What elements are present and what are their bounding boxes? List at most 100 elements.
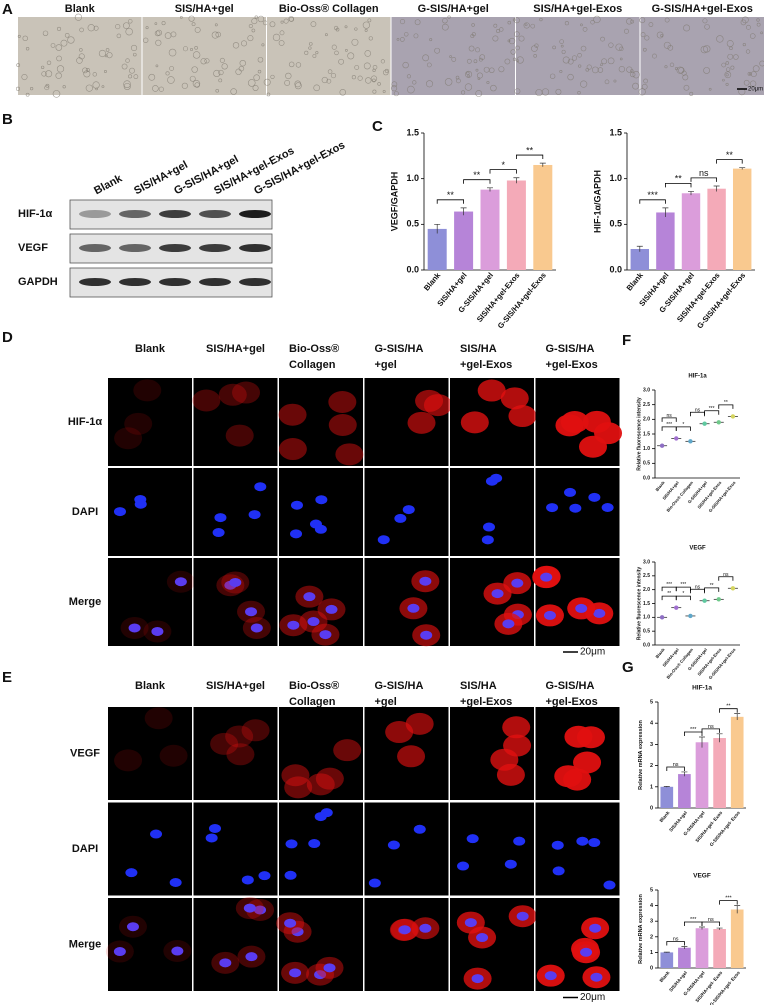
cell — [425, 80, 434, 88]
cell — [331, 44, 337, 50]
cell — [746, 24, 751, 30]
cytoplasm — [241, 719, 270, 742]
panel-letter: G — [622, 659, 634, 676]
nucleus — [125, 868, 138, 878]
error-bar — [734, 713, 741, 721]
error-bar — [699, 736, 705, 748]
cytoplasm — [124, 412, 153, 435]
cell — [56, 26, 62, 31]
cell — [283, 18, 289, 24]
cell — [345, 48, 348, 52]
dot — [716, 420, 721, 425]
cell — [180, 16, 183, 19]
cell — [143, 37, 149, 43]
bar — [713, 929, 726, 968]
group-label: G-SIS/HA+gel-Exos — [652, 3, 753, 15]
cell — [55, 72, 62, 79]
cell — [499, 27, 504, 32]
nucleus — [307, 617, 320, 627]
lane-label: Blank — [92, 172, 125, 197]
micrograph — [108, 707, 192, 800]
cell — [308, 42, 313, 46]
cell — [745, 49, 751, 54]
significance-bracket — [639, 199, 666, 204]
nucleus — [245, 952, 258, 962]
cell — [101, 85, 105, 89]
nucleus — [214, 513, 227, 523]
significance-label: ns — [708, 724, 714, 730]
cell — [251, 18, 258, 25]
cell — [92, 72, 97, 77]
cytoplasm — [407, 411, 436, 434]
cell — [390, 85, 398, 92]
y-tick-label: 0.5 — [643, 461, 650, 467]
cell — [321, 76, 328, 84]
cell — [165, 71, 170, 76]
micrograph — [391, 17, 515, 95]
bar — [681, 193, 701, 270]
cell — [45, 70, 53, 78]
nucleus — [504, 859, 517, 869]
row-label: VEGF — [70, 747, 100, 759]
band — [79, 278, 111, 286]
cell — [604, 79, 610, 85]
cell — [64, 32, 70, 38]
cell — [204, 58, 210, 64]
nucleus — [471, 974, 484, 984]
cell — [145, 26, 149, 30]
scale-label: 20μm — [748, 87, 763, 93]
cell — [663, 41, 671, 49]
significance-label: * — [682, 591, 684, 597]
significance-bracket — [704, 410, 720, 415]
y-tick-label: 1.5 — [609, 127, 622, 137]
micrograph — [108, 898, 192, 991]
cell — [470, 34, 475, 38]
significance-label: ** — [447, 190, 455, 200]
panel-letter: C — [372, 118, 383, 135]
cytoplasm — [226, 743, 255, 766]
column-header: SIS/HA+gel — [206, 680, 265, 692]
cell — [123, 22, 130, 30]
cell — [727, 53, 734, 60]
cell — [515, 45, 520, 51]
dot — [674, 605, 679, 610]
bar — [656, 212, 675, 270]
x-tick-label: G-SIS/HA+gel- Exos — [709, 810, 741, 847]
nucleus — [588, 492, 601, 502]
cell — [219, 57, 225, 63]
cytoplasm — [594, 422, 623, 445]
y-tick-label: 3.0 — [643, 559, 650, 565]
nucleus — [601, 503, 614, 513]
nucleus — [540, 572, 553, 582]
cell — [600, 63, 603, 67]
cell — [514, 88, 521, 95]
bar — [730, 716, 744, 808]
cytoplasm — [144, 707, 173, 730]
cell — [466, 58, 472, 64]
cell — [493, 23, 498, 28]
cell — [559, 70, 563, 74]
cytoplasm — [284, 776, 313, 799]
cell — [756, 18, 760, 22]
cell — [615, 43, 623, 51]
cell — [642, 47, 647, 52]
nucleus — [212, 528, 225, 538]
dot — [688, 439, 693, 444]
significance-bracket — [666, 941, 685, 946]
cell — [338, 58, 345, 65]
column-header: G-SIS/HA — [375, 343, 424, 355]
significance-label: *** — [666, 422, 672, 428]
y-tick-label: 1.0 — [643, 615, 650, 621]
cell — [702, 18, 708, 24]
cell — [105, 48, 110, 52]
cell — [539, 17, 543, 22]
cell — [152, 85, 159, 92]
cytoplasm — [192, 389, 221, 412]
y-tick-label: 2.0 — [643, 417, 650, 423]
cell — [304, 50, 309, 55]
cytoplasm — [278, 403, 307, 426]
nucleus — [113, 947, 126, 957]
cell — [498, 66, 505, 73]
cell — [56, 55, 62, 62]
error-bar — [681, 946, 688, 949]
